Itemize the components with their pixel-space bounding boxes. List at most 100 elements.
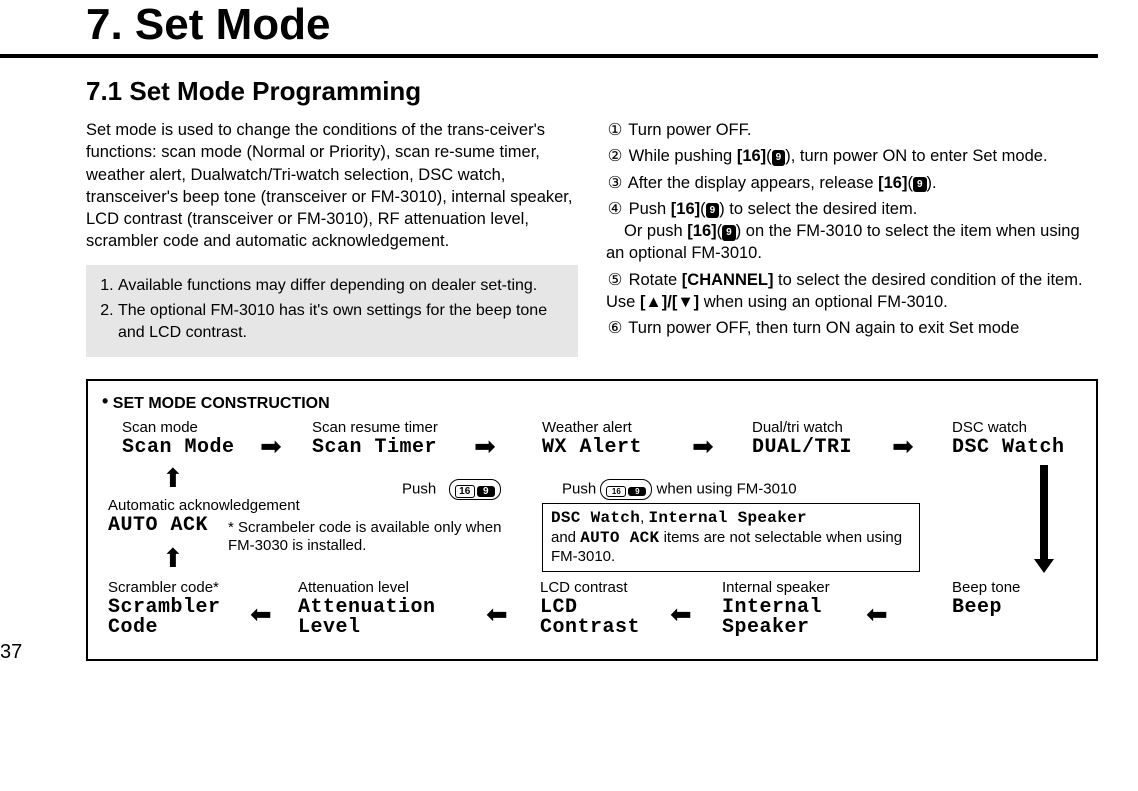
push-fm3010-note: Push 169 when using FM-3010: [562, 479, 797, 500]
page-number: 37: [0, 641, 22, 664]
arrow-down-icon: [1032, 465, 1056, 575]
key-9-icon: 9: [772, 150, 786, 166]
key-16: [16]: [737, 147, 766, 165]
dual-tri-lcd: DUAL/TRI: [752, 438, 852, 458]
arrow-right-icon: ➡: [892, 431, 914, 462]
flow-diagram: Scan mode Scan Mode ➡ Scan resume timer …: [102, 419, 1090, 649]
dsc-watch-lcd: DSC Watch: [952, 438, 1065, 458]
key-9-icon: 9: [722, 225, 736, 241]
step-3a: After the display appears, release: [628, 174, 878, 192]
flow-internal-speaker: Internal speaker Internal Speaker: [722, 579, 830, 638]
grey-note-1: Available functions may differ depending…: [118, 275, 566, 297]
step-1-text: Turn power OFF.: [628, 121, 751, 139]
step-num-2: ②: [606, 145, 624, 167]
left-column: Set mode is used to change the condition…: [86, 119, 578, 357]
key-16: [16]: [687, 222, 716, 240]
right-column: ① Turn power OFF. ② While pushing [16](9…: [606, 119, 1098, 357]
push-instruction: Push 169: [402, 479, 501, 500]
key-16: [16]: [671, 200, 700, 218]
wx-alert-lcd: WX Alert: [542, 438, 642, 458]
lcd-contrast-label: LCD contrast: [540, 579, 640, 596]
step-2: ② While pushing [16](9), turn power ON t…: [606, 145, 1098, 167]
key-channel: [CHANNEL]: [682, 271, 774, 289]
step-2b: , turn power ON to enter Set mode.: [791, 147, 1048, 165]
step-1: ① Turn power OFF.: [606, 119, 1098, 141]
int-spk-label: Internal speaker: [722, 579, 830, 596]
step-4: ④ Push [16](9) to select the desired ite…: [606, 198, 1098, 265]
beep-lcd: Beep: [952, 598, 1020, 618]
note-and: and: [551, 529, 580, 546]
step-6: ⑥ Turn power OFF, then turn ON again to …: [606, 317, 1098, 339]
flow-scan-timer: Scan resume timer Scan Timer: [312, 419, 438, 458]
atten-lcd: Attenuation Level: [298, 598, 436, 638]
step-num-4: ④: [606, 198, 624, 220]
step-3b: .: [932, 174, 937, 192]
push-note-a: Push: [562, 481, 600, 498]
note-dsc-watch: DSC Watch: [551, 509, 640, 527]
scan-mode-lcd: Scan Mode: [122, 438, 235, 458]
flow-lcd-contrast: LCD contrast LCD Contrast: [540, 579, 640, 638]
beep-label: Beep tone: [952, 579, 1020, 596]
step-3: ③ After the display appears, release [16…: [606, 172, 1098, 194]
grey-note-2: The optional FM-3010 has it's own settin…: [118, 300, 566, 343]
lcd-contrast-lcd: LCD Contrast: [540, 598, 640, 638]
arrow-up-icon: ⬆: [162, 543, 184, 574]
step-5: ⑤ Rotate [CHANNEL] to select the desired…: [606, 269, 1098, 314]
note-internal-speaker: Internal Speaker: [648, 509, 806, 527]
wx-alert-label: Weather alert: [542, 419, 642, 436]
step-4a: Push: [629, 200, 671, 218]
push-key-9-sm: 9: [628, 487, 646, 496]
step-num-1: ①: [606, 119, 624, 141]
int-spk-lcd: Internal Speaker: [722, 598, 830, 638]
construction-title: • SET MODE CONSTRUCTION: [102, 391, 1090, 413]
construction-title-text: SET MODE CONSTRUCTION: [113, 395, 330, 412]
note-auto-ack: AUTO ACK: [580, 529, 659, 547]
flow-scrambler: Scrambler code* Scrambler Code: [108, 579, 221, 638]
intro-paragraph: Set mode is used to change the condition…: [86, 119, 578, 253]
flow-dsc-watch: DSC watch DSC Watch: [952, 419, 1065, 458]
flow-scan-mode: Scan mode Scan Mode: [122, 419, 235, 458]
step-num-3: ③: [606, 172, 624, 194]
bullet-icon: •: [102, 391, 108, 411]
notes-grey-box: Available functions may differ depending…: [86, 265, 578, 358]
arrow-right-icon: ➡: [474, 431, 496, 462]
dsc-watch-label: DSC watch: [952, 419, 1065, 436]
scan-timer-label: Scan resume timer: [312, 419, 438, 436]
arrow-up-icon: ⬆: [162, 463, 184, 494]
arrow-left-icon: ⬅: [486, 599, 508, 630]
dual-tri-label: Dual/tri watch: [752, 419, 852, 436]
push-key-16-sm: 16: [606, 486, 626, 497]
auto-ack-label: Automatic acknowledgement: [108, 497, 300, 514]
flow-dual-tri: Dual/tri watch DUAL/TRI: [752, 419, 852, 458]
flow-beep: Beep tone Beep: [952, 579, 1020, 618]
step-6-text: Turn power OFF, then turn ON again to ex…: [628, 319, 1019, 337]
arrow-left-icon: ⬅: [670, 599, 692, 630]
step-4c: Or push: [624, 222, 687, 240]
flow-attenuation: Attenuation level Attenuation Level: [298, 579, 436, 638]
key-9-icon: 9: [913, 177, 927, 193]
flow-wx-alert: Weather alert WX Alert: [542, 419, 642, 458]
scrambler-label: Scrambler code*: [108, 579, 221, 596]
scan-timer-lcd: Scan Timer: [312, 438, 438, 458]
section-title: 7.1 Set Mode Programming: [86, 76, 1098, 107]
scrambler-lcd: Scrambler Code: [108, 598, 221, 638]
step-num-5: ⑤: [606, 269, 624, 291]
step-num-6: ⑥: [606, 317, 624, 339]
chapter-title: 7. Set Mode: [0, 0, 1098, 58]
push-label: Push: [402, 481, 436, 498]
scan-mode-label: Scan mode: [122, 419, 235, 436]
scrambler-footnote: * Scrambeler code is available only when…: [228, 519, 518, 555]
step-5a: Rotate: [629, 271, 682, 289]
arrow-left-icon: ⬅: [866, 599, 888, 630]
step-5c: when using an optional FM-3010.: [699, 293, 948, 311]
arrow-right-icon: ➡: [260, 431, 282, 462]
push-key-9: 9: [477, 486, 495, 497]
construction-box: • SET MODE CONSTRUCTION Scan mode Scan M…: [86, 379, 1098, 661]
step-4b: to select the desired item.: [725, 200, 918, 218]
key-16: [16]: [878, 174, 907, 192]
step-2a: While pushing: [629, 147, 737, 165]
push-note-b: when using FM-3010: [657, 481, 797, 498]
key-updown: [▲]/[▼]: [640, 293, 699, 311]
fm3010-restriction-note: DSC Watch, Internal Speaker and AUTO ACK…: [542, 503, 920, 572]
atten-label: Attenuation level: [298, 579, 436, 596]
